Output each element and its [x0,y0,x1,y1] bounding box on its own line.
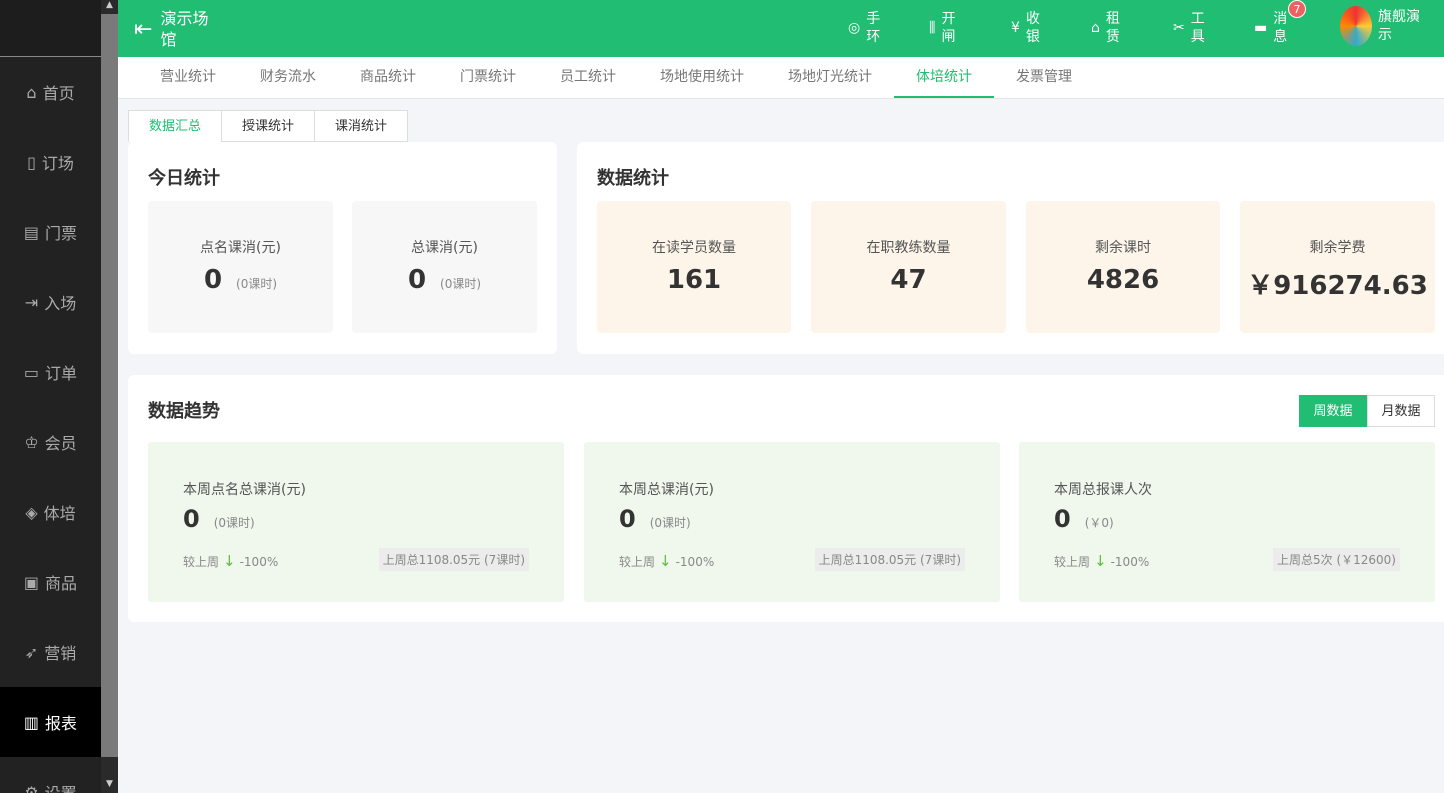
trend-box: 本周总课消(元) 0 (0课时) 较上周 ↓ -100% 上周总1108.05元 (7课时) [584,442,1000,602]
arrow-down-icon: ↓ [223,552,236,570]
header-message[interactable]: ▬ 消息 7 [1254,0,1306,46]
today-stats-card: 今日统计 点名课消(元) 0 (0课时) 总课消(元) 0 (0课时) [128,142,557,354]
header-gate[interactable]: ⫼ 开闸 [929,11,956,45]
collapse-menu-icon[interactable]: ⇤ [134,16,153,42]
stat-box: 总课消(元) 0 (0课时) [352,201,537,333]
arrow-down-icon: ↓ [659,552,672,570]
tab-training[interactable]: 体培统计 [894,57,994,98]
sidebar-item-settings[interactable]: ⚙设置 [0,757,101,793]
tab-venue-light[interactable]: 场地灯光统计 [788,69,872,85]
trend-box: 本周点名总课消(元) 0 (0课时) 较上周 ↓ -100% 上周总1108.05元 (7课… [148,442,564,602]
enter-icon: ⇥ [24,292,39,312]
sidebar-item-goods[interactable]: ▣ 商品 [23,572,78,594]
sub-tabs: 数据汇总 授课统计 课消统计 [128,110,409,142]
wristband-icon: ◎ [848,20,861,36]
sidebar-item-training[interactable]: ◈ 体培 [25,502,76,524]
stat-box: 在读学员数量 161 [597,201,791,333]
stat-box: 在职教练数量 47 [811,201,1006,333]
scroll-up-icon[interactable]: ▲ [106,0,113,10]
scroll-down-icon[interactable]: ▼ [106,779,113,789]
sidebar-item-ticket[interactable]: ▤ 门票 [23,222,78,244]
month-data-button[interactable]: 月数据 [1367,395,1435,427]
header-wristband[interactable]: ◎ 手环 [848,11,881,45]
tab-finance[interactable]: 财务流水 [260,69,316,85]
trend-box: 本周总报课人次 0 (￥0) 较上周 ↓ -100% 上周总5次 (￥12600) [1019,442,1435,602]
marketing-icon: ➶ [24,642,39,662]
cashier-icon: ¥ [1011,20,1020,36]
goods-icon: ▣ [23,572,40,592]
data-stats-card: 数据统计 在读学员数量 161 在职教练数量 47 剩余课时 4826 剩余学费 ￥91… [577,142,1444,354]
sidebar: ⌂ 首页 ▯ 订场 ▤ 门票 ⇥ 入场 ▭ 订单 ♔ 会员 ◈ 体培 ▣ 商品 ➶ 营销 ▥ 报表 … [0,0,101,793]
top-header: ⇤ 演示场馆 ◎ 手环 ⫼ 开闸 ¥ 收银 ⌂ 租赁 ✂ 工具 ▬ 消息 7 旗舰演示 [118,0,1444,57]
venue-brand[interactable]: ⇤ 演示场馆 [134,9,209,49]
ticket-icon: ▤ [23,222,40,242]
section-title: 今日统计 [148,168,220,189]
subtab-summary[interactable]: 数据汇总 [128,110,223,142]
training-icon: ◈ [25,502,38,522]
section-title: 数据统计 [597,168,669,189]
header-tools[interactable]: ✂ 工具 [1173,11,1205,45]
settings-icon: ⚙ [24,782,39,793]
report-icon: ▥ [23,712,40,732]
member-icon: ♔ [24,432,39,452]
message-icon: ▬ [1254,20,1268,36]
tab-ticket[interactable]: 门票统计 [460,69,516,85]
sidebar-item-order[interactable]: ▭ 订单 [23,362,78,384]
week-data-button[interactable]: 周数据 [1299,395,1367,427]
book-icon: ▯ [27,152,36,172]
sidebar-scrollbar[interactable]: ▲ ▼ [101,0,118,793]
subtab-teaching[interactable]: 授课统计 [221,110,316,142]
sidebar-item-home[interactable]: ⌂ 首页 [26,82,75,104]
header-cashier[interactable]: ¥ 收银 [1011,11,1040,45]
tools-icon: ✂ [1173,20,1185,36]
tab-goods[interactable]: 商品统计 [360,69,416,85]
sidebar-item-marketing[interactable]: ➶ 营销 [24,642,77,664]
tab-staff[interactable]: 员工统计 [560,69,616,85]
sidebar-logo-area [0,0,101,57]
header-rent[interactable]: ⌂ 租赁 [1091,11,1120,45]
stat-box: 点名课消(元) 0 (0课时) [148,201,333,333]
sidebar-item-report[interactable]: ▥ 报表 [0,687,101,757]
sidebar-item-booking[interactable]: ▯ 订场 [27,152,74,174]
period-toggle: 周数据 月数据 [1299,395,1435,427]
tab-business[interactable]: 营业统计 [160,69,216,85]
trend-card: 数据趋势 周数据 月数据 本周点名总课消(元) 0 (0课时) 较上周 ↓ -100% 上周总… [128,375,1444,622]
avatar [1340,6,1372,46]
tab-invoice[interactable]: 发票管理 [1016,69,1072,85]
gate-icon: ⫼ [929,20,936,36]
user-menu[interactable]: 旗舰演示 [1340,6,1424,46]
report-tabs: 营业统计 财务流水 商品统计 门票统计 员工统计 场地使用统计 场地灯光统计 体… [118,57,1444,99]
order-icon: ▭ [23,362,40,382]
stat-box: 剩余课时 4826 [1026,201,1220,333]
arrow-down-icon: ↓ [1094,552,1107,570]
section-title: 数据趋势 [148,401,220,422]
sidebar-item-member[interactable]: ♔ 会员 [24,432,77,454]
stat-box: 剩余学费 ￥916274.63 [1240,201,1435,333]
home-icon: ⌂ [26,82,37,102]
subtab-consumption[interactable]: 课消统计 [314,110,409,142]
sidebar-item-entry[interactable]: ⇥ 入场 [24,292,77,314]
message-badge: 7 [1288,0,1306,18]
tab-venue-usage[interactable]: 场地使用统计 [660,69,744,85]
rent-icon: ⌂ [1091,20,1100,36]
scrollbar-thumb[interactable] [101,14,118,757]
